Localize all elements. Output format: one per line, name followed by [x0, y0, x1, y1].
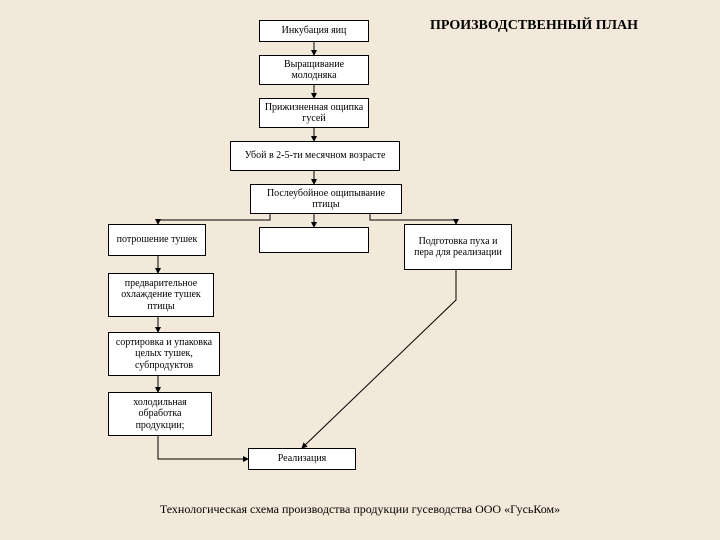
flowchart-node-n5: Послеубойное ощипывание птицы [250, 184, 402, 214]
flowchart-edge-n7-n11 [302, 270, 456, 448]
flowchart-node-n3: Прижизненная ощипка гусей [259, 98, 369, 128]
flowchart-node-n7: Подготовка пуха и пера для реализации [404, 224, 512, 270]
slide-root: ПРОИЗВОДСТВЕННЫЙ ПЛАН Инкубация яиц Выращ… [0, 0, 720, 540]
flowchart-edge-n5-n7 [370, 214, 456, 224]
slide-title: ПРОИЗВОДСТВЕННЫЙ ПЛАН [430, 18, 638, 34]
flowchart-node-n10: холодильная обработка продукции; [108, 392, 212, 436]
flowchart-node-n9: сортировка и упаковка целых тушек, субпр… [108, 332, 220, 376]
flowchart-edge-n10-n11 [158, 436, 248, 459]
flowchart-node-n1: Инкубация яиц [259, 20, 369, 42]
flowchart-edge-n5-n6 [158, 214, 270, 224]
flowchart-node-n6: потрошение тушек [108, 224, 206, 256]
flowchart-node-n4: Убой в 2-5-ти месячном возрасте [230, 141, 400, 171]
flowchart-node-n11: Реализация [248, 448, 356, 470]
flowchart-node-n8: предварительное охлаждение тушек птицы [108, 273, 214, 317]
slide-caption: Технологическая схема производства проду… [100, 502, 620, 517]
flowchart-node-n6b [259, 227, 369, 253]
flowchart-node-n2: Выращивание молодняка [259, 55, 369, 85]
